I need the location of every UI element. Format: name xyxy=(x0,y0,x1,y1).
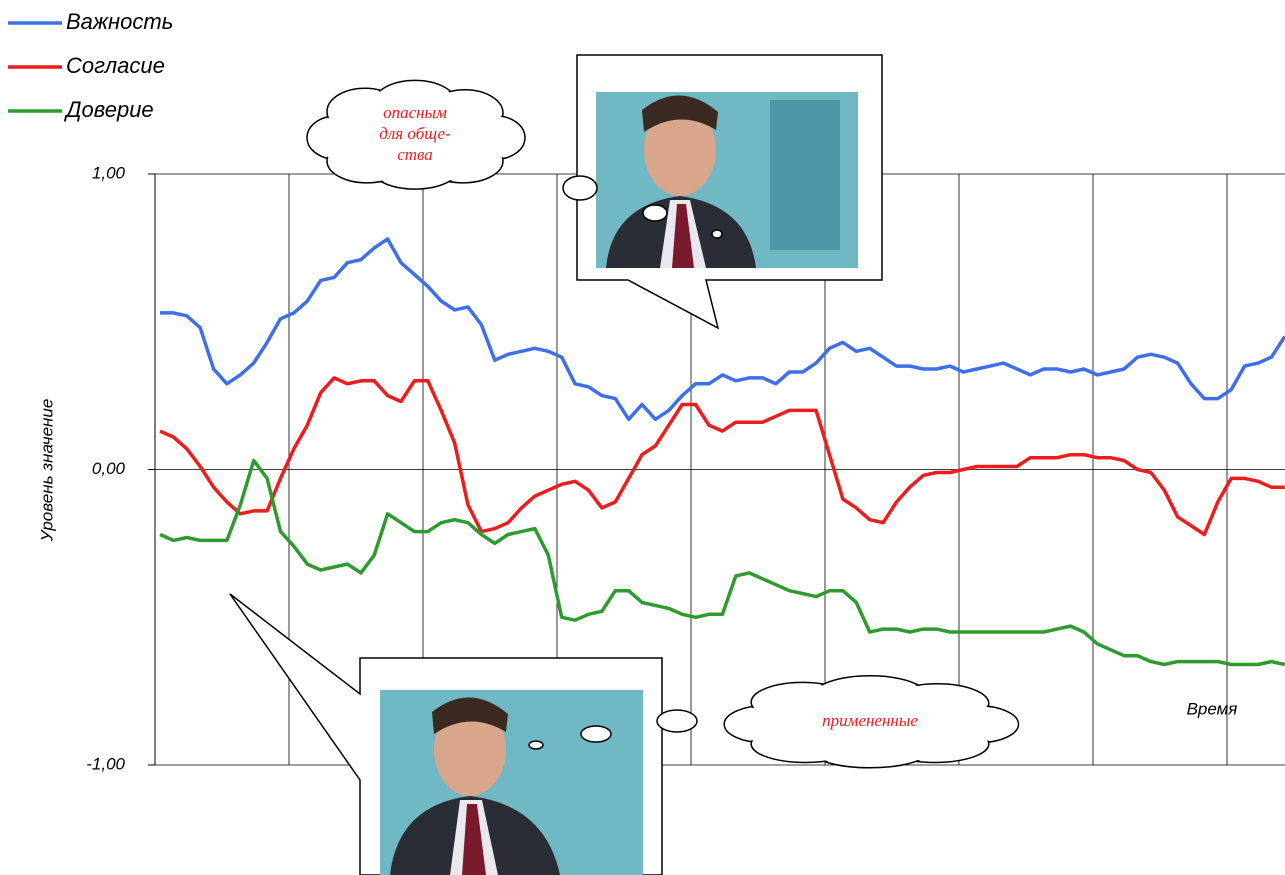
y-tick-label: -1,00 xyxy=(86,754,125,773)
cloud: опасным для обще-ства xyxy=(306,79,526,190)
overlay: опасным для обще-ства примененные xyxy=(229,54,1020,875)
thought-bubble xyxy=(562,175,598,201)
photo-tie xyxy=(672,204,694,268)
layout: 1,00 0,00 -1,00 Уровень значение Время Важнос… xyxy=(8,9,1285,773)
photo-hair xyxy=(642,95,718,132)
thought-bubble xyxy=(656,709,698,733)
legend-label: Согласие xyxy=(66,53,165,78)
annotation-text: опасным xyxy=(383,103,447,122)
cloud: примененные xyxy=(723,675,1020,769)
photo-tie xyxy=(462,804,486,875)
series-line xyxy=(159,458,1285,667)
annotation-text: для обще- xyxy=(379,124,451,143)
y-tick-label: 1,00 xyxy=(92,163,126,182)
annotation-text: примененные xyxy=(822,711,918,730)
photo-detail xyxy=(770,100,840,250)
cloud-fill xyxy=(755,691,985,753)
y-tick-label: 0,00 xyxy=(92,459,126,478)
series-line xyxy=(160,237,1285,422)
thought-bubble xyxy=(528,740,544,750)
legend-label: Доверие xyxy=(63,97,154,122)
thought-bubble xyxy=(711,229,723,239)
x-axis-title: Время xyxy=(1187,699,1238,718)
plot-lines xyxy=(159,237,1285,667)
thought-bubble xyxy=(642,204,668,222)
photo-hair xyxy=(432,697,508,734)
photo-face xyxy=(434,704,506,796)
annotation-text: ства xyxy=(397,145,433,164)
y-axis-title: Уровень значение xyxy=(37,399,56,543)
photo-face xyxy=(644,104,716,196)
series-line xyxy=(159,376,1285,537)
legend-label: Важность xyxy=(66,9,173,34)
cloud-fill xyxy=(330,98,500,172)
thought-bubble xyxy=(580,725,612,743)
